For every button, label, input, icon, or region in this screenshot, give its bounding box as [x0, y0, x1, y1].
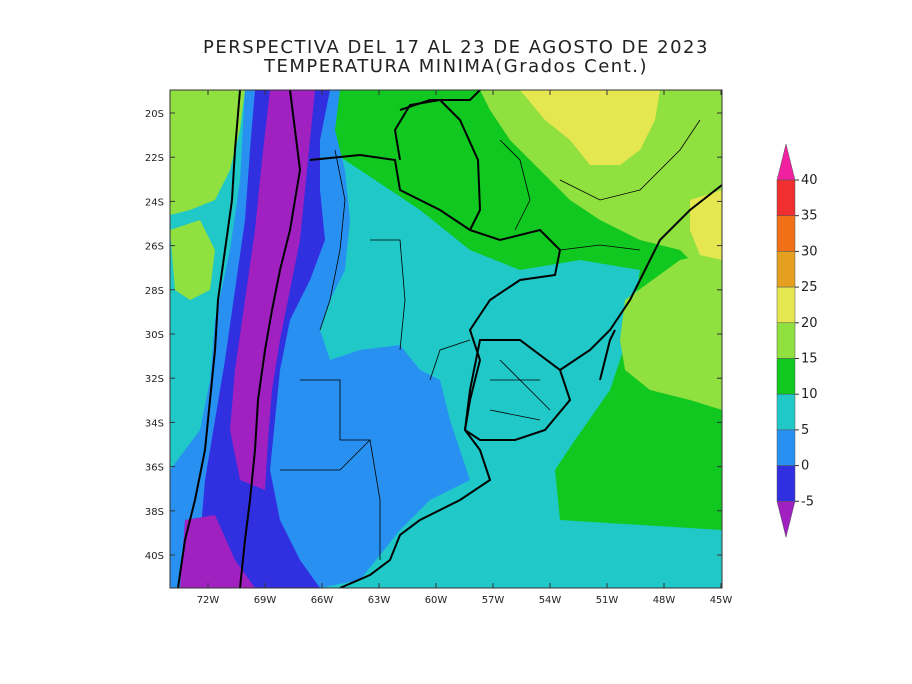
lat-tick-label: 26S: [145, 242, 164, 253]
title-line-1: PERSPECTIVA DEL 17 AL 23 DE AGOSTO DE 20…: [203, 37, 709, 58]
colorbar-segment: [776, 251, 796, 288]
colorbar-segment: [776, 322, 796, 359]
colorbar-segment: [776, 179, 796, 216]
colorbar-label: -5: [801, 494, 814, 509]
zone-20-25-east: [690, 190, 722, 260]
state-line-1: [499, 139, 531, 231]
map-plot-area: [170, 90, 722, 588]
uruguay-departments: [489, 359, 551, 421]
colorbar-label: 15: [801, 352, 818, 367]
lon-tick-label: 66W: [311, 595, 334, 606]
colorbar-label: 30: [801, 244, 818, 259]
province-line-5: [429, 339, 471, 381]
latitude-axis: 20S 22S 24S 26S 28S 30S 32S 34S 36S 38S 40S: [145, 109, 722, 562]
brazil-coast: [559, 184, 722, 371]
lat-tick-label: 38S: [145, 507, 164, 518]
lon-tick-label: 48W: [653, 595, 676, 606]
bolivia-paraguay-border: [309, 98, 482, 232]
zone-20-25: [520, 90, 660, 165]
province-line-4: [280, 439, 371, 471]
argentina-coast: [339, 429, 492, 588]
argentina-brazil-border: [464, 228, 562, 431]
province-line-1: [319, 149, 346, 331]
borders: [177, 90, 722, 588]
north-border: [399, 90, 481, 111]
colorbar-segment: [776, 215, 796, 252]
province-line-3: [300, 379, 381, 560]
colorbar: 40 35 30 25 20 15 10 5 0 -5: [776, 143, 818, 538]
colorbar-label: 20: [801, 316, 818, 331]
lon-tick-label: 57W: [482, 595, 505, 606]
lat-tick-label: 40S: [145, 551, 164, 562]
lon-tick-label: 69W: [254, 595, 277, 606]
province-line-2: [370, 239, 406, 351]
lat-tick-label: 24S: [145, 197, 164, 208]
colorbar-label: 35: [801, 209, 818, 224]
andes-border: [239, 90, 302, 588]
longitude-axis: 72W 69W 66W 63W 60W 57W 54W 51W 48W 45W: [197, 90, 733, 606]
colorbar-label: 40: [801, 173, 818, 188]
lon-tick-label: 51W: [596, 595, 619, 606]
title-line-2: TEMPERATURA MINIMA(Grados Cent.): [263, 56, 649, 77]
colorbar-label: 10: [801, 387, 818, 402]
colorbar-label: 25: [801, 280, 818, 295]
lat-tick-label: 32S: [145, 374, 164, 385]
lon-tick-label: 63W: [368, 595, 391, 606]
zone-below-minus5: [230, 90, 315, 490]
zone-15-20-west: [170, 90, 245, 215]
colorbar-segment: [776, 393, 796, 431]
lagoon: [599, 329, 616, 381]
lat-tick-label: 20S: [145, 109, 164, 120]
lat-tick-label: 28S: [145, 286, 164, 297]
zone-15-20-pacific: [170, 220, 215, 300]
lat-tick-label: 34S: [145, 418, 164, 429]
colorbar-segment: [776, 286, 796, 324]
colorbar-segment: [776, 358, 796, 395]
chile-coast: [177, 90, 241, 588]
zone-below-minus5-south: [180, 515, 255, 588]
lon-tick-label: 54W: [539, 595, 562, 606]
lon-tick-label: 60W: [425, 595, 448, 606]
colorbar-label: 0: [801, 459, 809, 474]
lat-tick-label: 30S: [145, 330, 164, 341]
state-line-3: [559, 244, 641, 251]
state-line-2: [559, 119, 701, 201]
map-frame: [169, 89, 723, 589]
uruguay-border: [463, 339, 572, 441]
colorbar-segment: [776, 465, 796, 502]
lon-tick-label: 45W: [710, 595, 733, 606]
zone-15-20-atlantic: [620, 250, 722, 410]
lat-tick-label: 22S: [145, 153, 164, 164]
lon-tick-label: 72W: [197, 595, 220, 606]
colorbar-top-triangle: [776, 143, 796, 181]
colorbar-bottom-triangle: [776, 501, 796, 538]
colorbar-segment: [776, 429, 796, 466]
lat-tick-label: 36S: [145, 463, 164, 474]
colorbar-label: 5: [801, 423, 809, 438]
zone-15-20-north: [480, 90, 722, 290]
map-title: PERSPECTIVA DEL 17 AL 23 DE AGOSTO DE 20…: [0, 38, 912, 76]
